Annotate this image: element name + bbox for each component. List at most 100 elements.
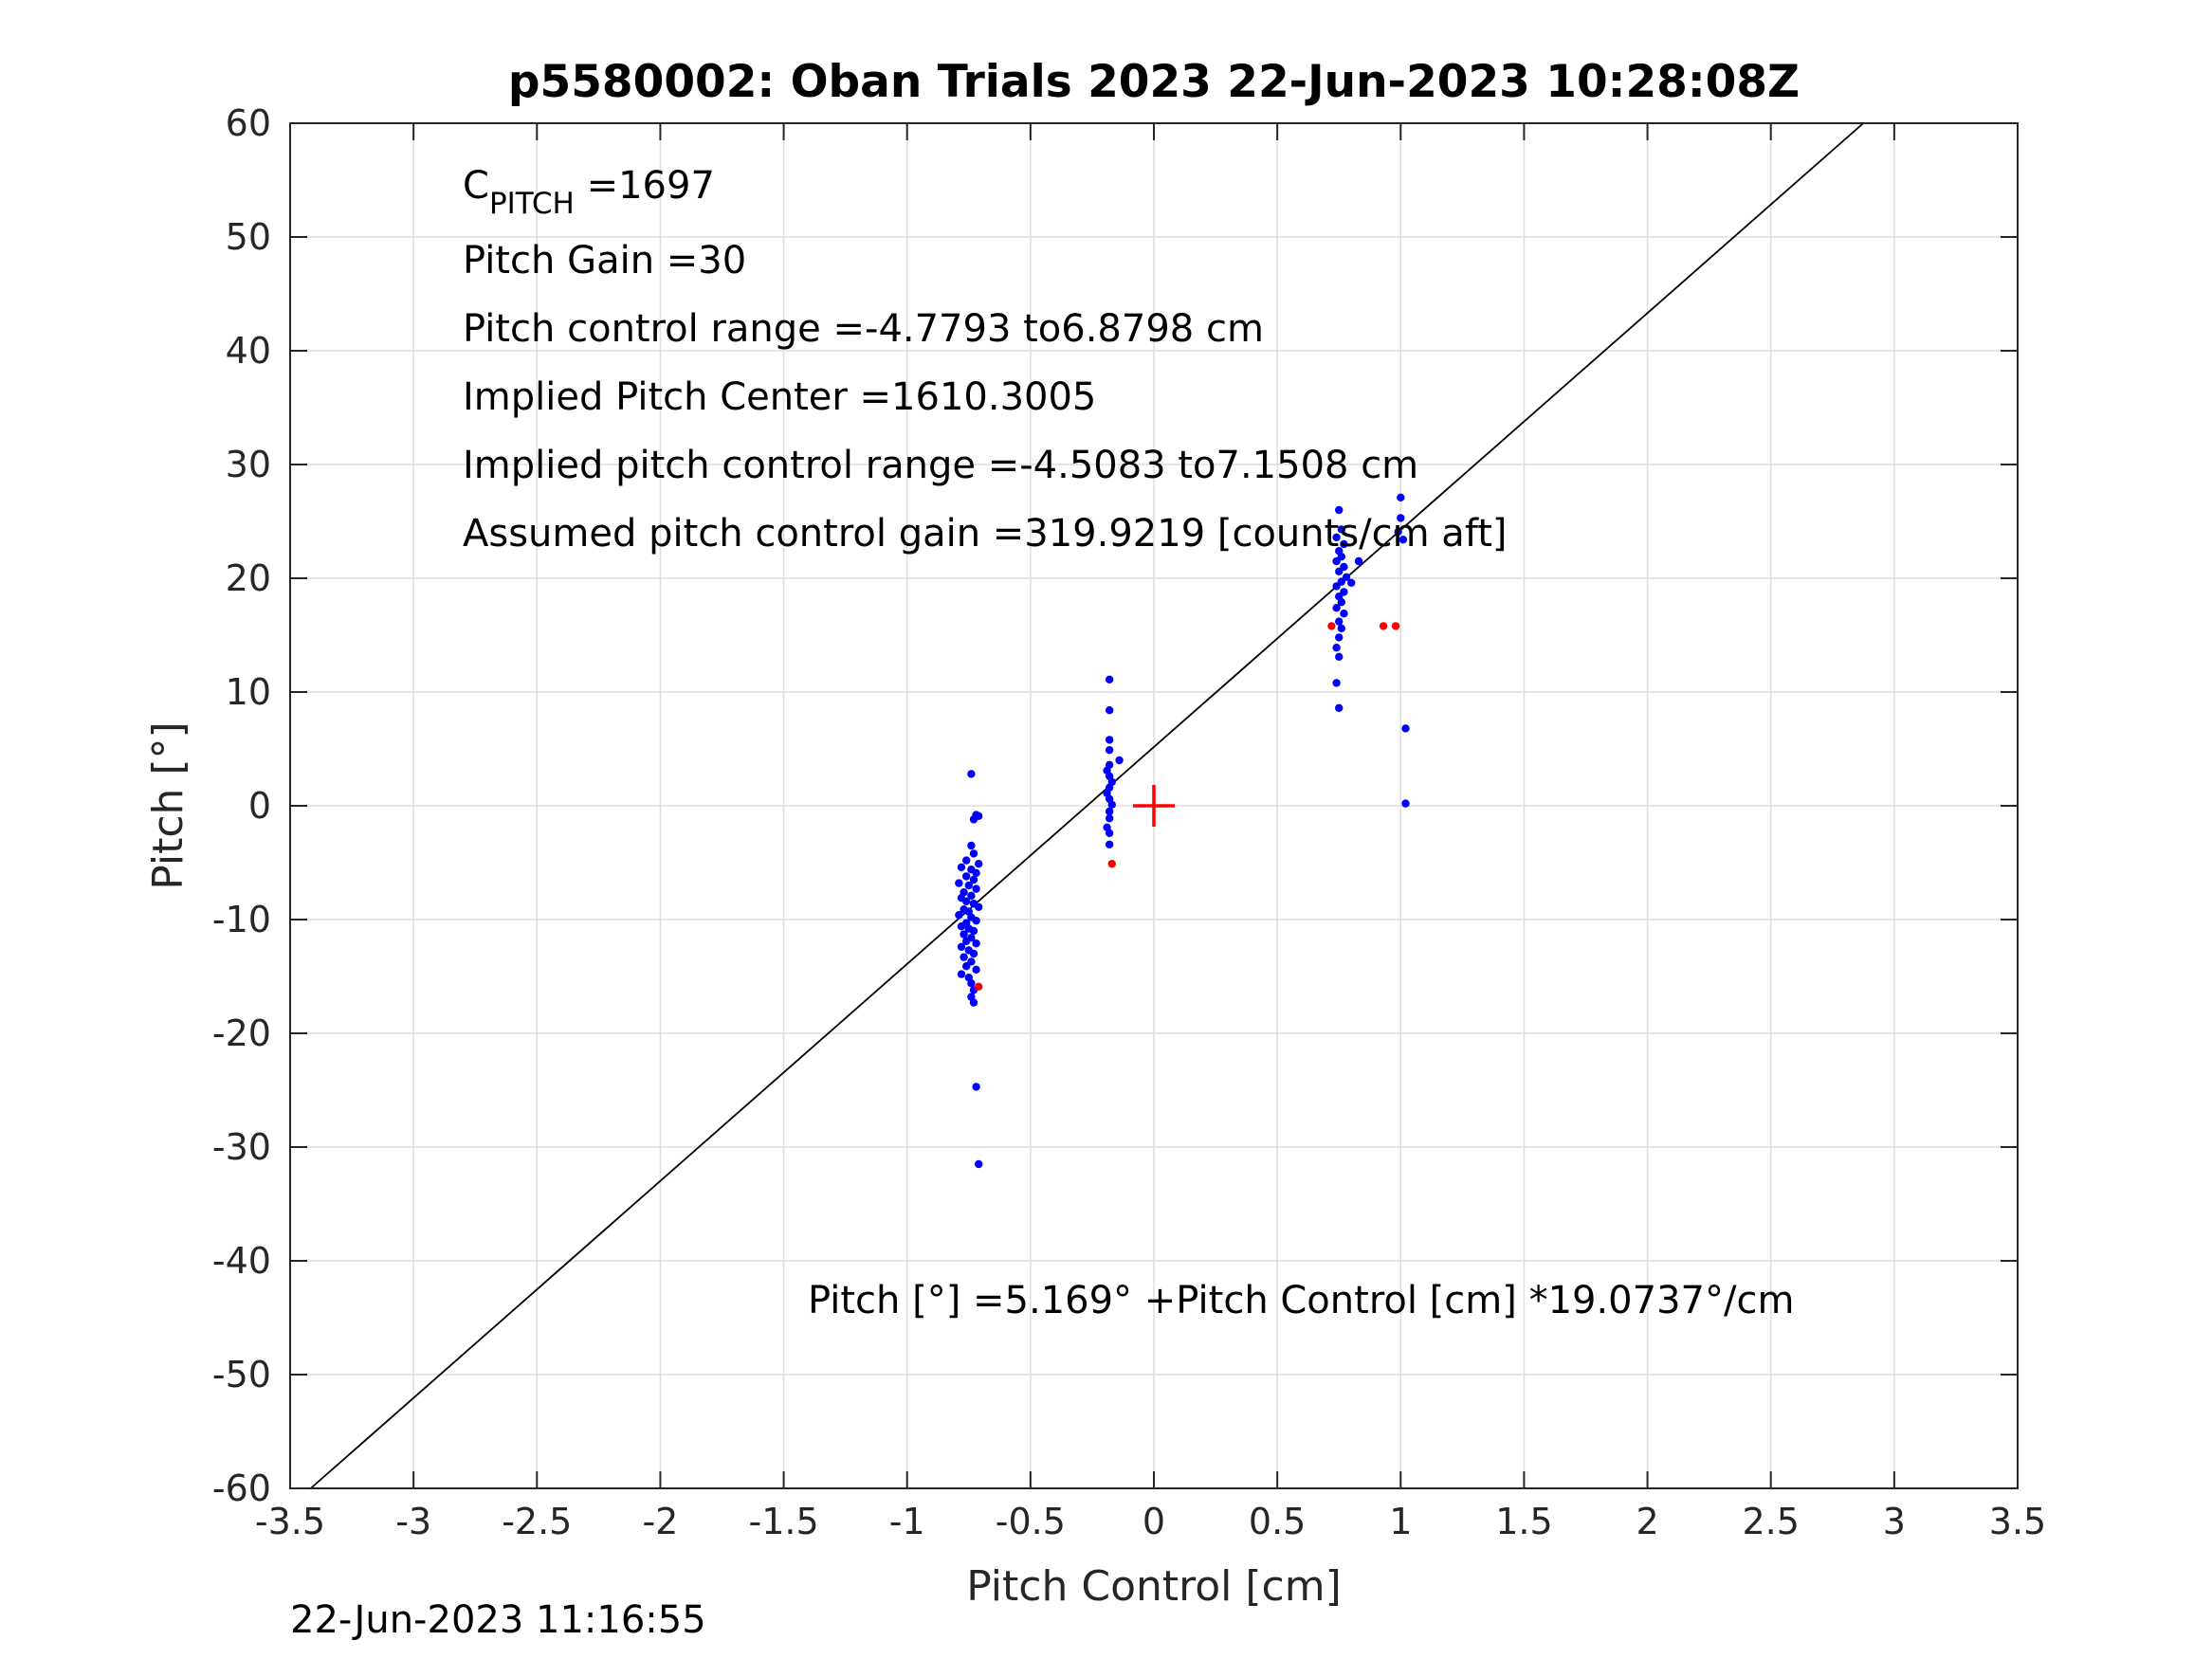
data-point-blue [967,841,976,850]
data-point-blue [1105,829,1114,837]
tick-marks [289,122,2019,1489]
data-point-blue [1332,679,1341,687]
y-tick-label: -50 [212,1354,271,1395]
data-points [955,493,1410,1169]
x-axis-label: Pitch Control [cm] [966,1562,1342,1611]
data-point-red [1391,622,1400,630]
y-tick-label: 0 [248,785,271,827]
annotation-cpitch-suffix: =1697 [575,164,715,208]
annotation-block: CPITCH =1697 Pitch Gain =30 Pitch contro… [463,164,1794,1322]
x-tick-label: 2 [1636,1501,1658,1542]
print-timestamp: 22-Jun-2023 11:16:55 [290,1598,706,1642]
y-tick-label: 40 [226,330,271,372]
y-tick-label: -60 [212,1468,271,1509]
x-tick-label: 1 [1389,1501,1412,1542]
fit-line [310,122,1864,1489]
data-point-blue [961,872,971,881]
data-point-blue [961,897,971,905]
data-point-blue [1354,556,1363,566]
x-tick-labels: -3.5 -3 -2.5 -2 -1.5 -1 -0.5 0 0.5 1 1.5 2 2.5 3 3.5 [255,1501,2046,1542]
x-tick-label: -1 [889,1501,925,1542]
data-point-blue [1398,536,1408,544]
data-point-blue [1105,807,1114,816]
data-point-blue [961,962,971,971]
data-point-blue [961,937,971,945]
x-tick-label: -1.5 [748,1501,818,1542]
y-tick-label: -40 [212,1240,271,1282]
data-point-blue [1337,598,1346,607]
data-point-blue [1105,814,1114,823]
plot-frame [289,122,2019,1489]
annotation-cpitch-prefix: C [463,164,489,208]
data-point-blue [1105,706,1114,715]
data-point-blue [961,856,971,865]
data-point-blue [1397,493,1405,501]
y-axis-label: Pitch [°] [144,721,192,889]
data-point-blue [972,917,980,925]
data-point-blue [1347,578,1356,587]
data-point-blue [1115,756,1124,765]
x-tick-label: 0 [1143,1501,1165,1542]
x-tick-label: -2 [642,1501,678,1542]
data-point-blue [957,970,966,978]
data-point-blue [1335,633,1344,642]
data-point-blue [1335,617,1344,626]
annotation-cpitch-sub: PITCH [489,187,575,221]
x-tick-label: -0.5 [996,1501,1066,1542]
x-tick-label: -2.5 [502,1501,572,1542]
data-point-blue [1401,799,1410,808]
chart-title: p5580002: Oban Trials 2023 22-Jun-2023 1… [508,56,1800,108]
x-tick-label: -3.5 [255,1501,325,1542]
y-tick-label: 50 [226,216,271,258]
data-point-blue [1332,556,1341,566]
data-point-blue [969,998,978,1007]
annotation-pitch-gain: Pitch Gain =30 [463,239,746,283]
fit-line-group [310,122,1864,1489]
x-tick-label: 3.5 [1989,1501,2046,1542]
data-point-blue [957,863,966,871]
data-point-red [1327,622,1336,630]
data-point-blue [972,868,980,877]
annotation-assumed-gain: Assumed pitch control gain =319.9219 [co… [463,512,1507,556]
data-point-blue [1105,746,1114,755]
data-point-blue [1332,604,1341,612]
data-point-blue [1332,644,1341,652]
data-point-blue [957,942,966,951]
x-tick-label: 1.5 [1495,1501,1552,1542]
data-point-blue [974,1159,983,1169]
data-point-blue [960,953,968,961]
data-point-blue [974,902,983,911]
y-tick-label: 30 [226,444,271,485]
x-tick-label: -3 [395,1501,431,1542]
data-point-blue [969,849,978,858]
data-point-blue [1105,736,1114,744]
annotation-cpitch: CPITCH =1697 [463,164,715,221]
x-tick-label: 3 [1883,1501,1906,1542]
data-point-blue [1335,505,1344,515]
annotation-implied-range: Implied pitch control range =-4.5083 to7… [463,444,1418,487]
data-point-blue [974,860,983,868]
data-point-red [1107,860,1116,868]
data-point-blue [1332,533,1341,541]
data-point-blue [1105,840,1114,848]
data-point-blue [955,879,963,887]
data-point-blue [1401,724,1410,733]
data-point-red [1379,622,1388,630]
data-point-blue [964,881,973,890]
annotation-control-range: Pitch control range =-4.7793 to6.8798 cm [463,307,1264,351]
data-point-blue [1340,539,1348,549]
data-point-blue [972,939,980,948]
y-tick-label: -20 [212,1012,271,1054]
annotation-fit-equation: Pitch [°] =5.169° +Pitch Control [cm] *1… [808,1279,1794,1322]
y-tick-label: 60 [226,102,271,144]
x-tick-label: 2.5 [1742,1501,1799,1542]
data-point-blue [972,965,980,974]
y-tick-labels: -60 -50 -40 -30 -20 -10 0 10 20 30 40 50 60 [212,102,271,1509]
data-point-blue [972,1083,980,1091]
data-point-blue [969,926,978,936]
data-point-blue [1340,610,1348,618]
data-point-blue [1105,675,1114,684]
data-point-blue [1397,514,1405,522]
y-tick-label: 20 [226,557,271,599]
